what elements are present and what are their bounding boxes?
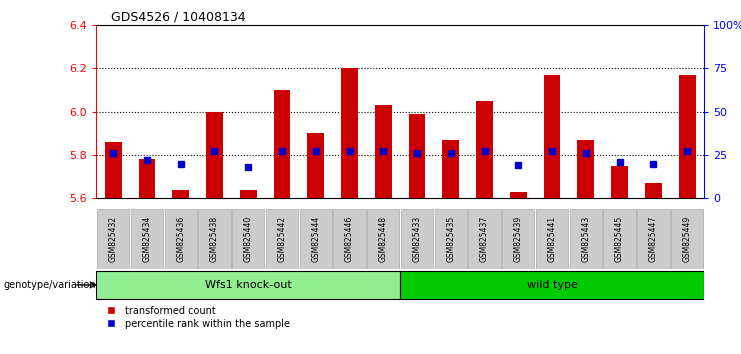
Bar [240,190,256,198]
Bar [273,90,290,198]
Text: GSM825435: GSM825435 [446,216,455,262]
Bar [510,192,527,198]
FancyBboxPatch shape [299,209,332,269]
FancyBboxPatch shape [671,209,703,269]
FancyBboxPatch shape [570,209,602,269]
FancyBboxPatch shape [434,209,467,269]
FancyBboxPatch shape [367,209,399,269]
FancyBboxPatch shape [603,209,636,269]
Text: genotype/variation: genotype/variation [4,280,96,290]
FancyBboxPatch shape [333,209,366,269]
Text: GSM825439: GSM825439 [514,216,523,262]
Text: wild type: wild type [527,280,577,290]
FancyBboxPatch shape [165,209,197,269]
Bar [172,190,189,198]
FancyBboxPatch shape [130,209,163,269]
Text: GSM825449: GSM825449 [682,216,691,262]
Text: GSM825434: GSM825434 [142,216,151,262]
Text: GSM825438: GSM825438 [210,216,219,262]
Bar [206,112,223,198]
FancyBboxPatch shape [400,271,704,299]
Text: GSM825440: GSM825440 [244,216,253,262]
Bar [408,114,425,198]
Bar [139,159,156,198]
Text: GSM825433: GSM825433 [413,216,422,262]
Text: GSM825444: GSM825444 [311,216,320,262]
Bar [544,75,560,198]
Legend: transformed count, percentile rank within the sample: transformed count, percentile rank withi… [102,306,290,329]
Bar [679,75,696,198]
Text: GDS4526 / 10408134: GDS4526 / 10408134 [111,11,246,24]
Bar [104,142,122,198]
Text: GSM825447: GSM825447 [649,216,658,262]
Bar [442,140,459,198]
Text: GSM825436: GSM825436 [176,216,185,262]
Bar [645,183,662,198]
FancyBboxPatch shape [96,271,400,299]
FancyBboxPatch shape [97,209,130,269]
Text: GSM825445: GSM825445 [615,216,624,262]
Bar [476,101,493,198]
Text: GSM825442: GSM825442 [277,216,287,262]
Bar [341,68,358,198]
Text: GSM825448: GSM825448 [379,216,388,262]
Text: GSM825446: GSM825446 [345,216,354,262]
Text: GSM825443: GSM825443 [581,216,591,262]
FancyBboxPatch shape [401,209,433,269]
Text: Wfs1 knock-out: Wfs1 knock-out [205,280,292,290]
FancyBboxPatch shape [199,209,230,269]
Bar [577,140,594,198]
FancyBboxPatch shape [502,209,534,269]
Text: GSM825441: GSM825441 [548,216,556,262]
Text: GSM825437: GSM825437 [480,216,489,262]
FancyBboxPatch shape [266,209,298,269]
Text: GSM825432: GSM825432 [109,216,118,262]
FancyBboxPatch shape [536,209,568,269]
FancyBboxPatch shape [232,209,265,269]
Bar [611,166,628,198]
Bar [308,133,324,198]
FancyBboxPatch shape [637,209,670,269]
Bar [375,105,392,198]
FancyBboxPatch shape [468,209,501,269]
